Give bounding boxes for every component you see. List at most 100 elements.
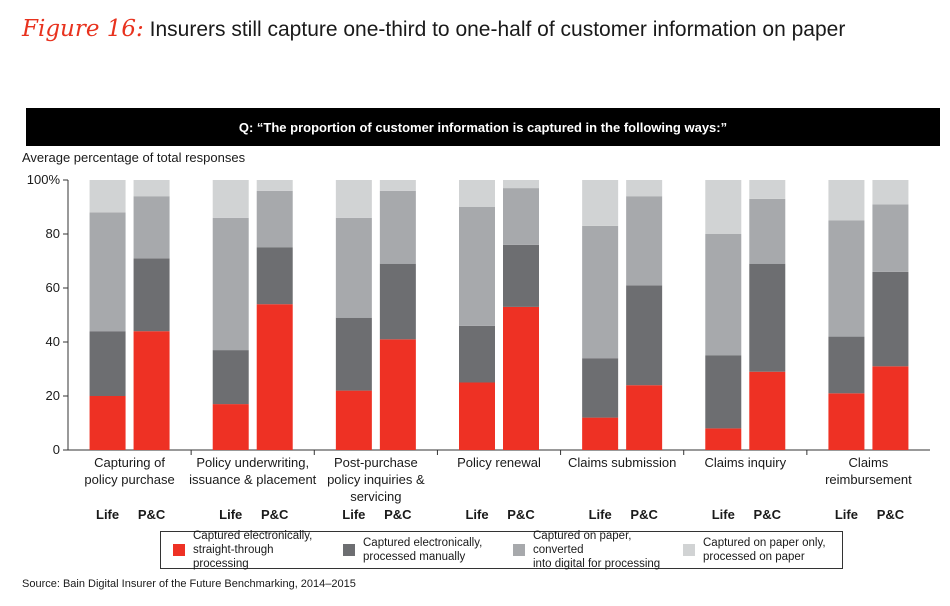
legend-item-processed-manually: Captured electronically, processed manual…	[343, 536, 501, 564]
bar-seg-converted	[379, 190, 416, 264]
bar-seg-straight-through	[626, 385, 663, 450]
bar-label: P&C	[384, 507, 412, 522]
bar-seg-paper-only	[379, 180, 416, 191]
category-label: Capturing of	[94, 455, 165, 470]
bar-seg-processed-manually	[749, 263, 786, 372]
category-label: Policy renewal	[457, 455, 541, 470]
category-label: issuance & placement	[189, 472, 317, 487]
legend-item-paper-only: Captured on paper only, processed on pape…	[683, 536, 841, 564]
category-label: Post-purchase	[334, 455, 418, 470]
bar-label: Life	[219, 507, 242, 522]
bar-seg-converted	[459, 207, 495, 326]
bar-seg-converted	[705, 234, 742, 356]
bar-seg-paper-only	[582, 180, 619, 226]
bar-seg-processed-manually	[828, 336, 865, 394]
legend-item-converted: Captured on paper, converted into digital…	[513, 529, 671, 571]
bar-seg-converted	[212, 217, 249, 351]
bar-label: P&C	[138, 507, 166, 522]
legend-swatch	[683, 544, 695, 556]
bar-seg-straight-through	[212, 404, 249, 450]
stacked-bar-chart: 0 20 40 60 80 100% Life P&C Capturing of policy p…	[27, 172, 930, 522]
bar-seg-processed-manually	[872, 271, 909, 367]
category-label: reimbursement	[825, 472, 912, 487]
bar-label: Life	[465, 507, 488, 522]
bar-label: P&C	[630, 507, 658, 522]
legend-item-straight-through: Captured electronically, straight-through…	[173, 529, 331, 571]
category-label: Claims	[849, 455, 889, 470]
bar-seg-processed-manually	[705, 355, 742, 429]
bar-seg-straight-through	[256, 304, 293, 450]
bar-seg-converted	[89, 212, 126, 332]
y-tick-label: 80	[46, 226, 60, 241]
bar-seg-converted	[749, 198, 786, 264]
category-label: policy inquiries &	[327, 472, 425, 487]
bar-seg-converted	[256, 190, 293, 248]
bar-seg-paper-only	[872, 180, 909, 205]
bar-label: Life	[712, 507, 735, 522]
y-tick-label: 40	[46, 334, 60, 349]
bar-seg-straight-through	[459, 382, 495, 450]
bar-seg-processed-manually	[212, 350, 249, 405]
legend-line: processed on paper	[703, 551, 805, 563]
bar-seg-straight-through	[705, 428, 742, 450]
bar-seg-converted	[335, 217, 372, 318]
legend-swatch	[343, 544, 355, 556]
y-axis-label: Average percentage of total responses	[22, 150, 246, 165]
bar-seg-straight-through	[379, 339, 416, 450]
bar-seg-paper-only	[705, 180, 742, 234]
bar-seg-processed-manually	[133, 258, 170, 332]
legend: Captured electronically, straight-through…	[160, 529, 843, 571]
bar-seg-straight-through	[828, 393, 865, 450]
category-label: policy purchase	[84, 472, 174, 487]
bar-seg-straight-through	[335, 390, 372, 450]
category-label: Claims inquiry	[704, 455, 786, 470]
figure-label: Figure 16:	[22, 16, 144, 42]
bar-seg-paper-only	[133, 180, 170, 197]
y-tick-label: 100%	[27, 172, 61, 187]
bar-seg-processed-manually	[503, 244, 539, 307]
bar-seg-straight-through	[133, 331, 170, 450]
bar-seg-paper-only	[335, 180, 372, 218]
bar-label: P&C	[261, 507, 289, 522]
bar-label: Life	[835, 507, 858, 522]
bar-seg-paper-only	[749, 180, 786, 199]
bar-seg-straight-through	[503, 306, 539, 450]
bar-seg-straight-through	[582, 417, 619, 450]
category-label: Policy underwriting,	[196, 455, 309, 470]
bar-seg-processed-manually	[256, 247, 293, 305]
legend-line: into digital for processing	[533, 558, 661, 570]
figure-title-text: Insurers still capture one-third to one-…	[149, 18, 846, 41]
bar-seg-converted	[133, 196, 170, 259]
legend-line: Captured electronically,	[193, 530, 313, 542]
bar-seg-paper-only	[89, 180, 126, 213]
bar-seg-converted	[503, 188, 539, 245]
legend-line: straight-through processing	[193, 544, 274, 570]
bar-label: P&C	[877, 507, 905, 522]
y-tick-label: 60	[46, 280, 60, 295]
bar-seg-processed-manually	[582, 358, 619, 418]
category-label: Claims submission	[568, 455, 676, 470]
bar-label: Life	[589, 507, 612, 522]
bar-seg-converted	[582, 225, 619, 359]
bar-seg-paper-only	[212, 180, 249, 218]
bar-seg-processed-manually	[626, 285, 663, 386]
bar-seg-paper-only	[626, 180, 663, 197]
y-tick-label: 20	[46, 388, 60, 403]
bar-seg-processed-manually	[89, 331, 126, 396]
bar-label: Life	[96, 507, 119, 522]
bar-seg-converted	[828, 220, 865, 337]
bar-seg-processed-manually	[379, 263, 416, 340]
question-text: Q: “The proportion of customer informati…	[238, 119, 728, 135]
category-label: servicing	[350, 489, 401, 504]
bar-seg-straight-through	[89, 396, 126, 450]
bar-seg-processed-manually	[335, 317, 372, 391]
bar-label: Life	[342, 507, 365, 522]
bar-seg-converted	[626, 196, 663, 286]
legend-line: processed manually	[363, 551, 466, 563]
source-note: Source: Bain Digital Insurer of the Futu…	[22, 578, 356, 590]
bar-seg-paper-only	[828, 180, 865, 221]
figure-title: Figure 16: Insurers still capture one-th…	[22, 14, 845, 45]
question-banner: Q: “The proportion of customer informati…	[26, 108, 940, 146]
bar-seg-straight-through	[749, 371, 786, 450]
legend-line: Captured electronically,	[363, 537, 483, 549]
